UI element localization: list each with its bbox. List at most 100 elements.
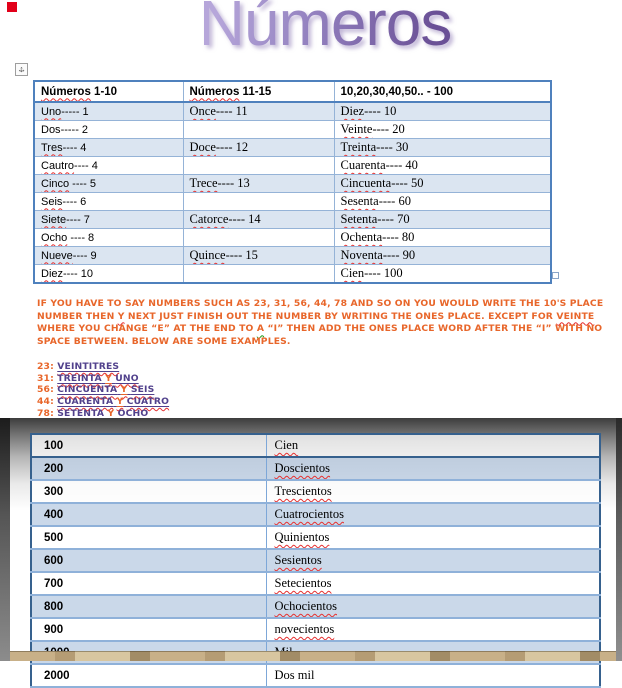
table-cell: Uno----- 1 bbox=[33, 101, 184, 121]
text-segment: VEINTITRES bbox=[57, 361, 120, 372]
table-cell: Catorce---- 14 bbox=[182, 210, 335, 229]
numbers-table: Números 1-10 Números 11-15 10,20,30,40,50.… bbox=[33, 80, 552, 284]
text-segment: Once bbox=[189, 104, 216, 118]
table-row: Diez---- 10 Cien---- 100 bbox=[33, 264, 552, 284]
note-line: NUMBER THEN Y NEXT JUST FINISH OUT THE N… bbox=[37, 311, 603, 324]
table-row: 200 Doscientos bbox=[30, 456, 601, 481]
text-segment: ---- 30 bbox=[376, 140, 409, 154]
table-move-handle[interactable]: ↔ ↕ bbox=[15, 63, 28, 76]
text-segment: Ocho bbox=[41, 231, 68, 244]
text-segment: Noventa bbox=[340, 248, 383, 262]
desk-texture bbox=[0, 651, 622, 661]
text-segment: 44: bbox=[37, 396, 58, 408]
table-cell bbox=[182, 264, 335, 284]
text-segment: Setenta bbox=[340, 212, 378, 226]
word-cell: Cien bbox=[265, 433, 601, 458]
text-segment: ---- 12 bbox=[215, 140, 249, 154]
example-line: 56: CINCUENTA Y SEIS bbox=[37, 384, 169, 396]
number-cell: 300 bbox=[30, 479, 267, 504]
text-segment: Siete bbox=[41, 213, 67, 226]
number-cell: 500 bbox=[30, 525, 267, 550]
text-segment: Diez bbox=[41, 267, 64, 280]
text-segment: ---- 80 bbox=[382, 230, 415, 244]
text-segment: ---- 14 bbox=[228, 212, 261, 226]
panel-right-edge bbox=[616, 418, 622, 661]
numbers-table-header: Números 1-10 Números 11-15 10,20,30,40,50.… bbox=[33, 80, 552, 103]
table-cell bbox=[182, 228, 335, 247]
table-cell: Diez---- 10 bbox=[333, 101, 552, 121]
example-line: 78: SETENTA Y OCHO bbox=[37, 408, 169, 420]
text-segment: CUARENTA bbox=[57, 396, 114, 408]
number-cell: 200 bbox=[30, 456, 267, 481]
text-segment: ---- 11 bbox=[215, 104, 248, 118]
text-segment: 10,20,30,40,50.. - 100 bbox=[340, 85, 454, 98]
table-cell: Setenta---- 70 bbox=[333, 210, 552, 229]
column-header: Números 11-15 bbox=[182, 80, 335, 103]
table-row: 900 novecientos bbox=[30, 617, 601, 642]
word-cell: Sesientos bbox=[265, 548, 601, 573]
note-line: SPACE BETWEEN. BELOW ARE SOME EXAMPLES. bbox=[37, 336, 603, 349]
word-cell: Dos mil bbox=[265, 663, 601, 688]
text-segment: Treinta bbox=[340, 140, 377, 154]
number-cell: 800 bbox=[30, 594, 267, 619]
text-segment: Y bbox=[107, 407, 115, 419]
text-segment: 78: bbox=[37, 407, 58, 419]
table-cell: Noventa---- 90 bbox=[333, 246, 552, 265]
text-segment: UNO bbox=[115, 372, 139, 384]
text-segment: OCHO bbox=[117, 407, 149, 419]
table-resize-handle[interactable] bbox=[552, 272, 559, 279]
text-segment: ---- 50 bbox=[391, 176, 424, 190]
text-segment: Y bbox=[120, 384, 128, 396]
table-cell: Ocho ---- 8 bbox=[33, 228, 184, 247]
number-cell: 2000 bbox=[30, 663, 267, 688]
text-segment: ---- 4 bbox=[74, 159, 98, 172]
text-segment: Números bbox=[41, 85, 91, 98]
hundreds-table-body: 100 Cien 200 Doscientos 300 Trescientos 400 Cua… bbox=[30, 433, 601, 688]
text-segment: Trece bbox=[189, 176, 218, 190]
table-cell: Cuarenta---- 40 bbox=[333, 156, 552, 175]
table-row: 700 Setecientos bbox=[30, 571, 601, 596]
text-segment: ----- 2 bbox=[60, 123, 89, 136]
table-cell: Dos----- 2 bbox=[33, 120, 184, 139]
text-segment: Tres bbox=[41, 141, 63, 154]
text-segment: SEIS bbox=[130, 384, 155, 396]
text-segment: ---- 15 bbox=[225, 248, 258, 262]
text-segment: ---- 9 bbox=[72, 249, 97, 262]
table-cell: Cincuenta---- 50 bbox=[333, 174, 552, 193]
table-row: Cautro---- 4 Cuarenta---- 40 bbox=[33, 156, 552, 175]
example-line: 44: CUARENTA Y CUATRO bbox=[37, 396, 169, 408]
text-segment: SETENTA bbox=[57, 407, 105, 419]
text-segment: SPACE BETWEEN. BELOW ARE SOME EXAMPLES. bbox=[37, 336, 291, 348]
table-cell: Once---- 11 bbox=[182, 101, 335, 121]
number-cell: 600 bbox=[30, 548, 267, 573]
text-segment: Cuarenta bbox=[340, 158, 386, 172]
text-segment: ---- 100 bbox=[364, 266, 403, 280]
table-cell: Cinco ---- 5 bbox=[33, 174, 184, 193]
text-segment: 31: bbox=[37, 372, 58, 384]
table-cell: Cien---- 100 bbox=[333, 264, 552, 284]
table-row: Seis---- 6 Sesenta---- 60 bbox=[33, 192, 552, 211]
text-segment: ---- 40 bbox=[385, 158, 418, 172]
table-cell: Trece---- 13 bbox=[182, 174, 335, 193]
table-row: 2000 Dos mil bbox=[30, 663, 601, 688]
text-segment: IF YOU HAVE TO SAY NUMBERS SUCH AS 23, 3… bbox=[37, 298, 604, 309]
page-title-text: Números bbox=[199, 0, 453, 55]
text-segment: ---- 90 bbox=[382, 248, 416, 262]
text-segment: CUATRO bbox=[126, 396, 170, 408]
word-cell: novecientos bbox=[265, 617, 601, 642]
table-row: 500 Quinientos bbox=[30, 525, 601, 550]
table-cell: Nueve---- 9 bbox=[33, 246, 184, 265]
table-row: 800 Ochocientos bbox=[30, 594, 601, 619]
move-arrows-icon: ↔ bbox=[17, 64, 26, 74]
text-segment: 11-15 bbox=[239, 85, 272, 98]
text-segment: VEINTE bbox=[556, 310, 595, 322]
text-segment: ---- 20 bbox=[372, 122, 405, 136]
red-square-marker bbox=[7, 2, 17, 12]
word-cell: Quinientos bbox=[265, 525, 601, 550]
text-segment: A bbox=[256, 323, 265, 335]
text-segment: Nueve bbox=[41, 249, 73, 262]
number-cell: 400 bbox=[30, 502, 267, 527]
word-cell: Setecientos bbox=[265, 571, 601, 596]
table-row: Nueve---- 9 Quince---- 15 Noventa---- 90 bbox=[33, 246, 552, 265]
